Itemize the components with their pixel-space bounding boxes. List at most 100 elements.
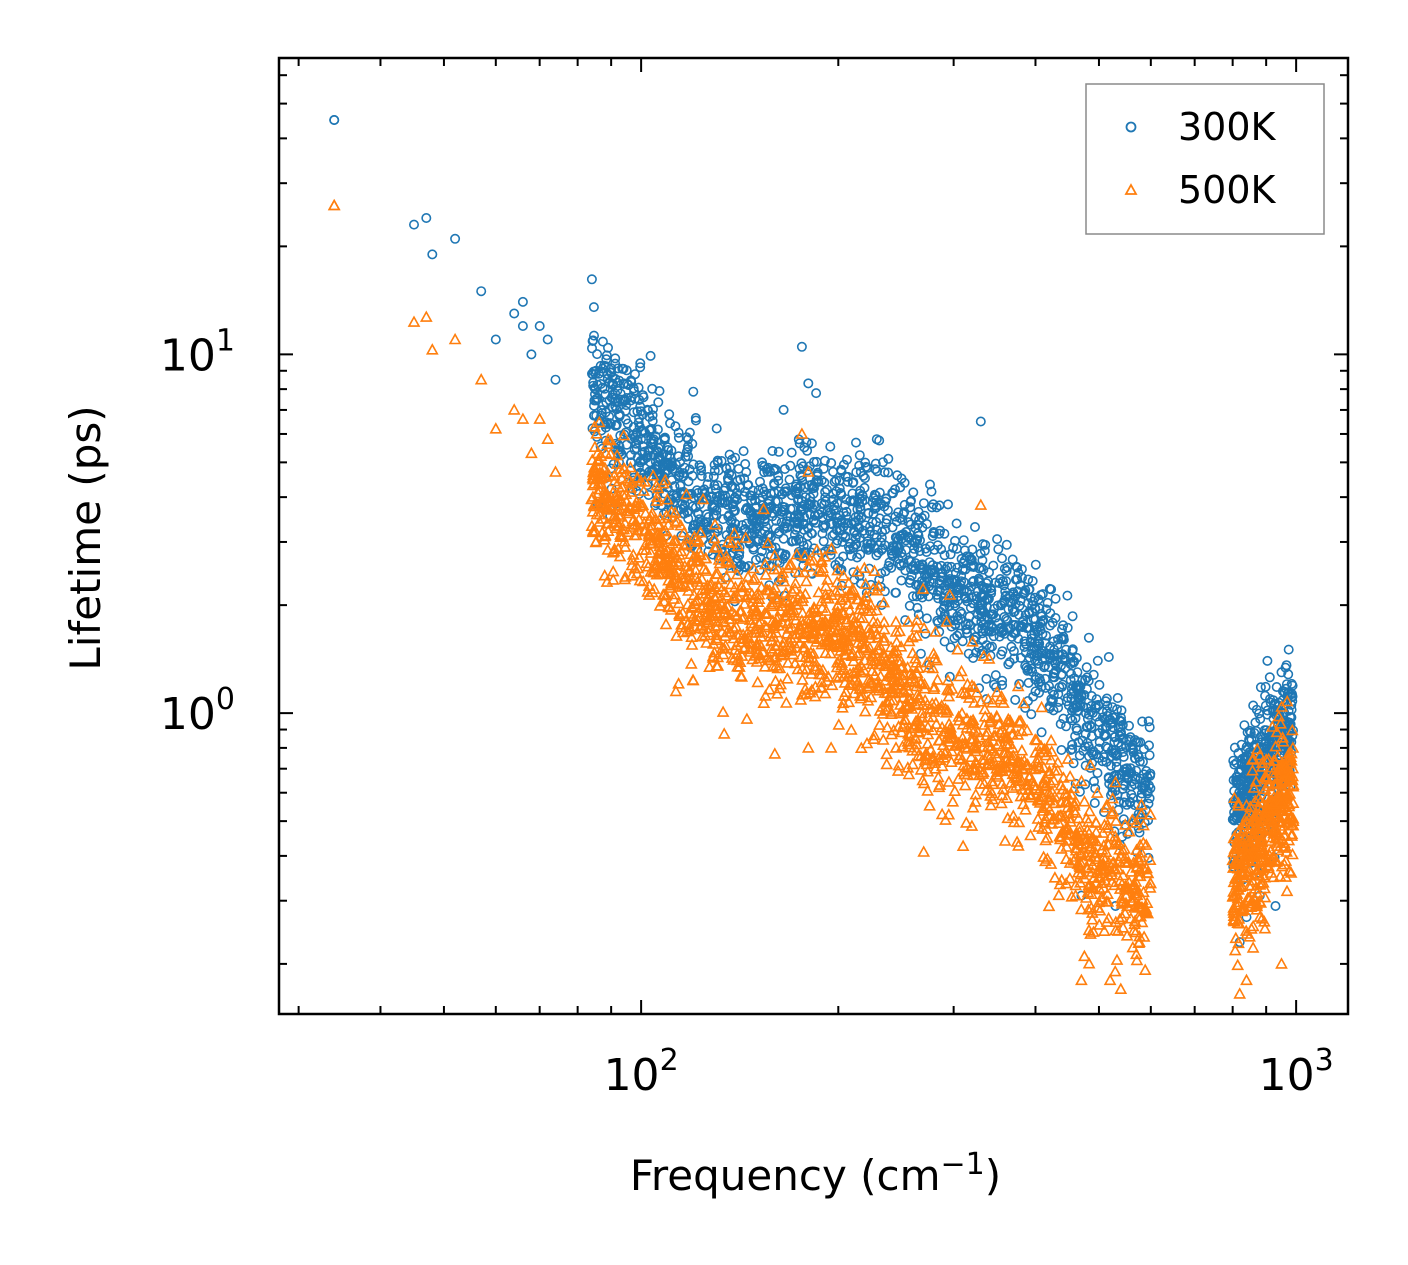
data-point-500K <box>625 569 639 581</box>
data-point-500K <box>761 536 775 548</box>
data-point-500K <box>943 588 957 600</box>
data-point-500K <box>586 490 600 502</box>
data-point-500K <box>1006 728 1020 740</box>
data-point-300K <box>944 671 955 682</box>
data-point-500K <box>921 784 934 796</box>
data-point-500K <box>978 702 992 715</box>
data-point-300K <box>586 274 597 285</box>
data-point-300K <box>831 475 842 486</box>
data-point-500K <box>728 526 741 539</box>
data-point-500K <box>943 722 957 734</box>
data-point-300K <box>534 320 545 331</box>
data-point-500K <box>1048 764 1062 776</box>
data-point-500K <box>792 598 805 610</box>
data-point-300K <box>711 423 722 434</box>
data-point-500K <box>876 707 890 719</box>
data-point-300K <box>542 334 553 345</box>
data-point-300K <box>617 363 628 374</box>
data-point-500K <box>734 669 748 681</box>
data-point-500K <box>885 707 898 719</box>
data-point-500K <box>1082 815 1095 827</box>
data-point-500K <box>1089 825 1103 838</box>
data-point-500K <box>781 672 794 684</box>
data-point-300K <box>806 528 817 539</box>
data-point-500K <box>966 635 979 647</box>
data-point-500K <box>1237 903 1251 916</box>
data-point-300K <box>670 421 681 432</box>
data-point-500K <box>1118 906 1132 919</box>
data-point-500K <box>1264 866 1278 878</box>
data-point-500K <box>1048 871 1062 883</box>
data-point-300K <box>1125 763 1136 774</box>
data-point-300K <box>939 636 950 647</box>
data-point-300K <box>802 445 813 456</box>
data-point-500K <box>799 574 813 587</box>
data-point-300K <box>708 499 719 510</box>
data-point-500K <box>604 447 617 460</box>
data-point-300K <box>931 502 942 513</box>
data-point-500K <box>790 547 804 560</box>
data-point-300K <box>999 563 1010 574</box>
data-point-300K <box>1070 731 1081 742</box>
data-point-500K <box>939 706 953 718</box>
data-point-500K <box>673 548 686 560</box>
data-point-500K <box>1044 733 1058 746</box>
data-point-500K <box>845 676 859 689</box>
data-point-500K <box>885 665 898 678</box>
data-point-500K <box>1073 820 1086 833</box>
data-point-500K <box>653 543 667 555</box>
data-point-500K <box>1036 822 1049 834</box>
data-point-500K <box>842 576 856 588</box>
data-point-500K <box>873 718 886 730</box>
data-point-300K <box>938 592 949 603</box>
data-point-300K <box>841 454 852 465</box>
data-point-300K <box>1101 721 1112 732</box>
data-point-300K <box>764 466 775 477</box>
data-point-300K <box>1033 677 1044 688</box>
data-point-500K <box>884 640 898 653</box>
data-point-300K <box>942 561 953 572</box>
data-point-500K <box>1268 821 1282 833</box>
data-point-300K <box>1045 641 1056 652</box>
data-point-500K <box>930 717 943 729</box>
data-point-300K <box>753 485 764 496</box>
data-point-300K <box>1254 745 1265 756</box>
data-point-500K <box>602 503 616 515</box>
data-point-500K <box>1137 862 1151 875</box>
data-point-300K <box>993 544 1004 555</box>
data-point-500K <box>1246 941 1260 953</box>
data-point-300K <box>792 518 803 529</box>
data-point-500K <box>868 646 882 659</box>
data-point-500K <box>976 767 990 779</box>
data-point-500K <box>1000 791 1014 803</box>
data-point-500K <box>801 614 814 626</box>
data-point-500K <box>1252 791 1266 804</box>
data-point-300K <box>988 560 999 571</box>
data-point-500K <box>1280 804 1294 816</box>
data-point-500K <box>1074 902 1088 915</box>
data-point-500K <box>1067 797 1081 809</box>
data-point-300K <box>897 529 908 540</box>
data-point-500K <box>1061 800 1075 813</box>
data-point-300K <box>1239 791 1250 802</box>
data-point-500K <box>1011 679 1025 692</box>
data-point-500K <box>757 696 771 708</box>
data-point-300K <box>894 558 905 569</box>
data-point-500K <box>741 626 755 638</box>
data-point-300K <box>588 330 599 341</box>
data-point-500K <box>948 784 962 796</box>
data-point-500K <box>935 699 949 711</box>
data-point-500K <box>763 683 776 695</box>
data-point-300K <box>890 587 901 598</box>
data-point-300K <box>834 556 845 567</box>
data-point-300K <box>868 493 879 504</box>
data-point-500K <box>1279 760 1293 772</box>
data-point-300K <box>647 410 658 421</box>
data-point-500K <box>895 659 909 672</box>
data-point-500K <box>830 613 843 625</box>
data-point-300K <box>1066 668 1077 679</box>
data-point-500K <box>1279 870 1293 882</box>
data-point-300K <box>724 449 735 460</box>
data-point-300K <box>920 585 931 596</box>
data-point-300K <box>1260 681 1271 692</box>
